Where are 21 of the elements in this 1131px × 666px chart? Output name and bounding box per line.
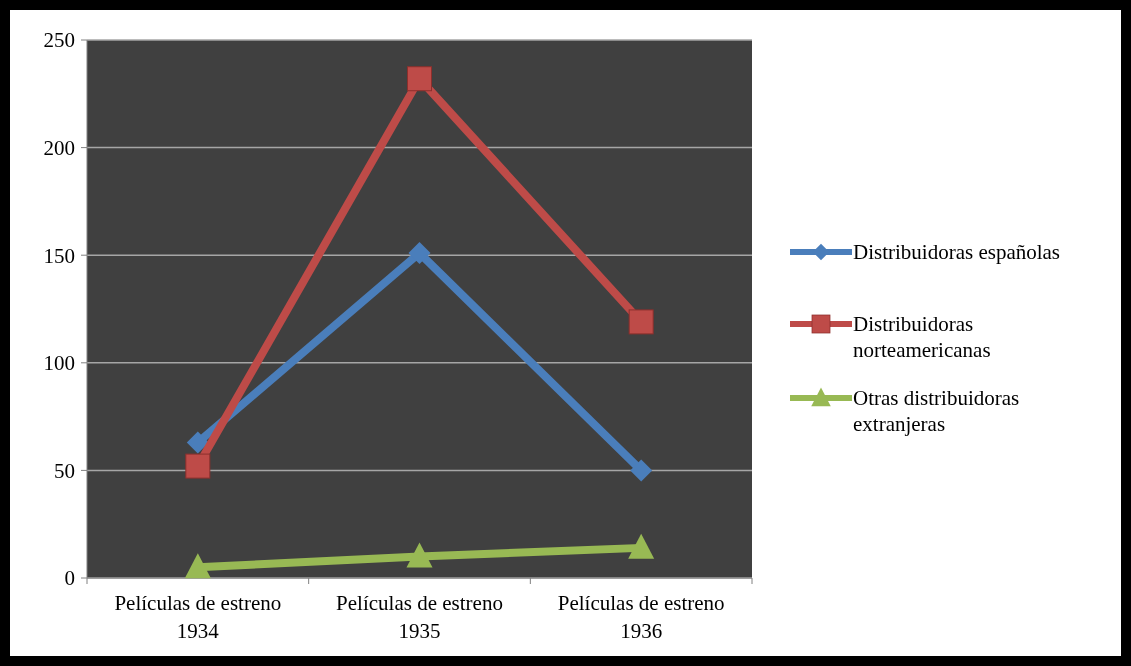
point <box>407 66 432 92</box>
y-tick-label: 250 <box>43 28 75 53</box>
legend-label: Distribuidoras norteamericanas <box>853 312 991 362</box>
x-tick-label: Películas de estreno 1935 <box>336 591 503 643</box>
y-tick-label: 200 <box>43 135 75 160</box>
point <box>406 542 433 568</box>
point <box>630 459 653 482</box>
x-tick-label: Películas de estreno 1936 <box>557 591 725 643</box>
point <box>186 431 209 454</box>
y-tick-label: 150 <box>43 243 75 268</box>
y-tick-label: 50 <box>54 458 75 483</box>
point <box>185 453 211 479</box>
point <box>628 533 655 559</box>
point <box>628 309 654 335</box>
point <box>184 553 211 579</box>
x-tick-label: Películas de estreno 1934 <box>114 591 282 643</box>
y-tick-label: 0 <box>64 566 75 591</box>
y-tick-label: 100 <box>43 351 75 376</box>
legend-label: Otras distribuidoras extranjeras <box>853 386 1020 436</box>
legend-label: Distribuidoras españolas <box>853 240 1061 264</box>
point <box>408 242 431 265</box>
